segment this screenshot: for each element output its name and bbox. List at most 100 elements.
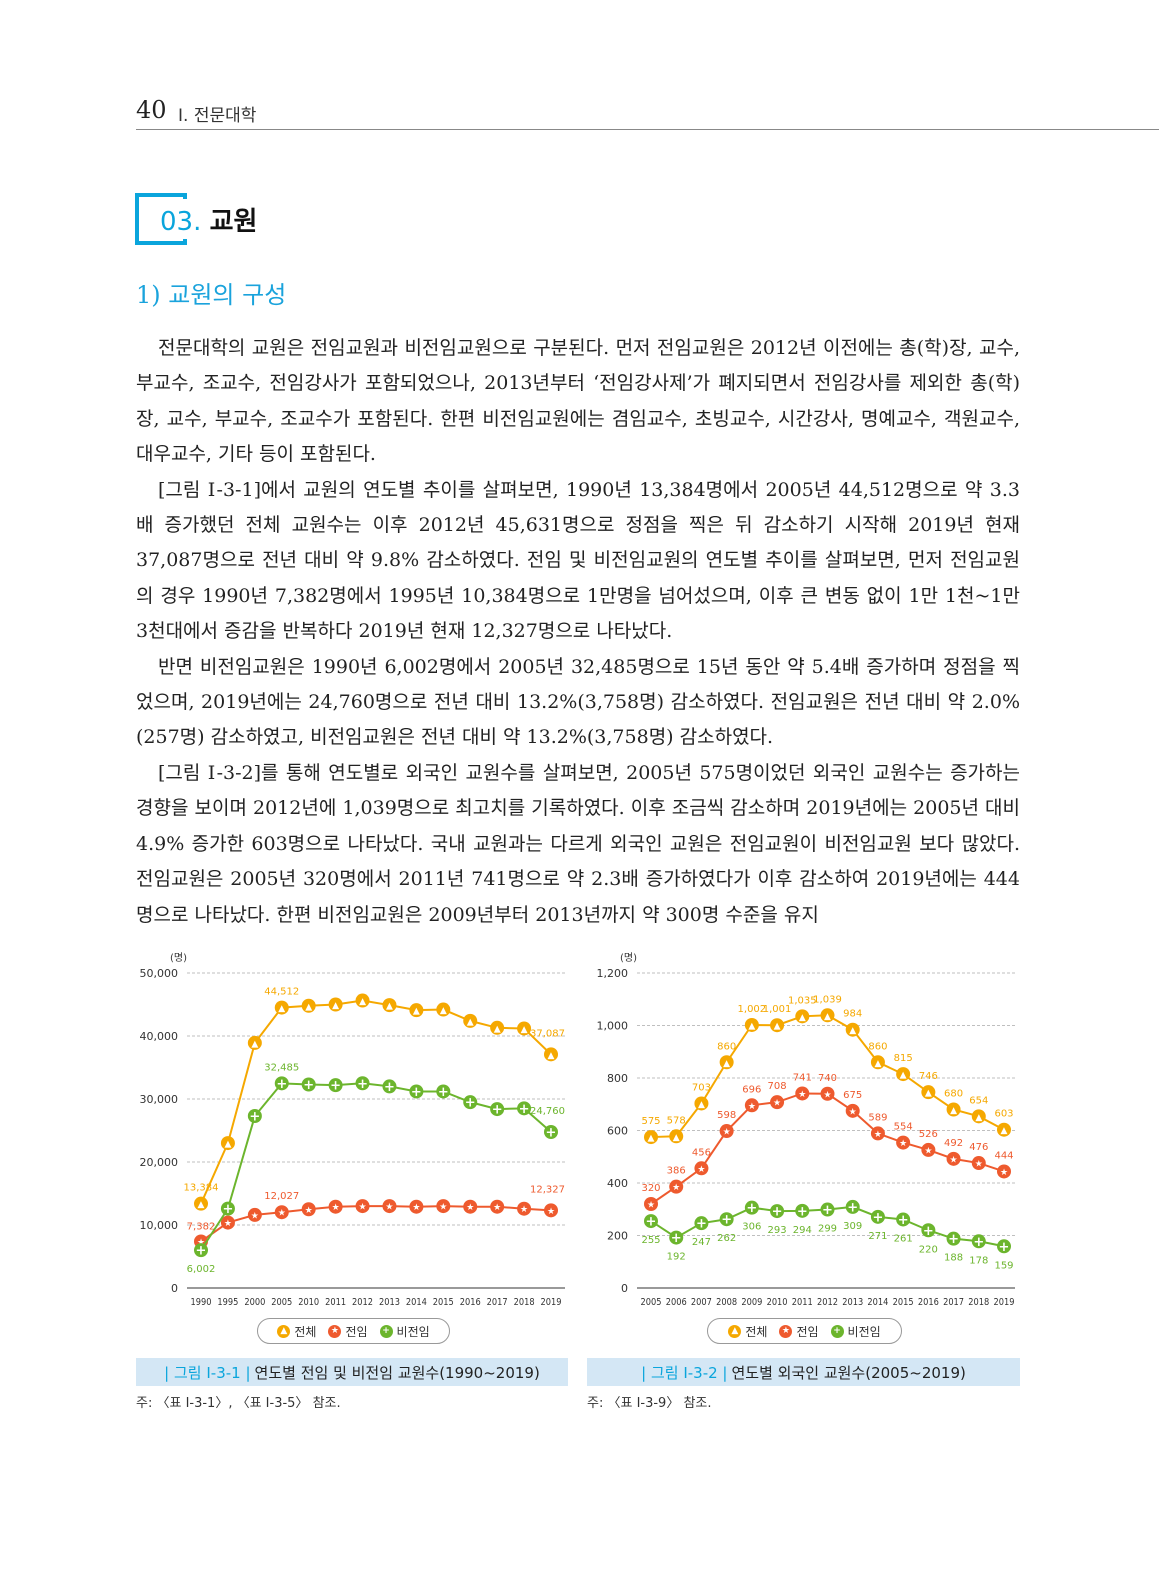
subsection-heading: 1) 교원의 구성 [136, 281, 287, 309]
marker-glyph-icon: ▲ [494, 1024, 501, 1034]
marker-glyph-icon: ★ [899, 1139, 907, 1149]
data-point-total [845, 1022, 860, 1037]
x-tick-label: 2013 [842, 1297, 863, 1308]
x-tick-label: 2009 [741, 1297, 762, 1308]
header-divider [136, 129, 1159, 130]
data-point-total [694, 1096, 709, 1111]
chart-foreign-faculty-count-svg: (명) 0 200 400 600 800 1,000 1,200 2005 2006 2007 20… [597, 952, 1015, 1308]
marker-glyph-icon: + [696, 1217, 707, 1232]
y-tick-label: 0 [621, 1282, 628, 1295]
marker-glyph-icon: + [746, 1201, 757, 1216]
data-label: 178 [969, 1255, 988, 1266]
data-label: 188 [944, 1253, 963, 1264]
data-label: 578 [667, 1115, 686, 1126]
data-label: 456 [692, 1147, 711, 1158]
marker-glyph-icon: + [923, 1224, 934, 1239]
data-point-nonfulltime [463, 1095, 478, 1110]
data-point-nonfulltime [517, 1101, 532, 1116]
data-label: 860 [868, 1041, 887, 1052]
data-point-nonfulltime [896, 1212, 911, 1227]
data-point-fulltime [921, 1142, 936, 1157]
marker-glyph-icon: + [249, 1110, 260, 1125]
marker-glyph-icon: + [872, 1210, 883, 1225]
data-label: 294 [793, 1225, 812, 1236]
marker-glyph-icon: ★ [385, 1203, 393, 1213]
data-label: 220 [919, 1244, 938, 1255]
marker-glyph-icon: + [492, 1103, 503, 1118]
marker-glyph-icon: ★ [647, 1201, 655, 1211]
data-point-total [669, 1129, 684, 1144]
data-label: 680 [944, 1089, 963, 1100]
data-point-fulltime [820, 1086, 835, 1101]
x-tick-label: 2011 [792, 1297, 813, 1308]
running-header-section: Ⅰ. 전문대학 [178, 106, 257, 126]
marker-glyph-icon: + [973, 1235, 984, 1250]
data-point-nonfulltime [997, 1239, 1011, 1254]
data-point-total [194, 1196, 208, 1211]
marker-glyph-icon: ▲ [548, 1051, 555, 1061]
data-point-nonfulltime [301, 1077, 316, 1092]
y-tick-label: 20,000 [140, 1156, 178, 1169]
data-label: 741 [793, 1072, 812, 1083]
marker-glyph-icon: ▲ [849, 1026, 856, 1036]
data-point-total [301, 998, 316, 1013]
data-label: 159 [994, 1260, 1013, 1271]
x-tick-label: 2017 [487, 1297, 508, 1308]
chart-faculty-count: (명) 0 10,000 20,000 30,000 40,000 50,000 1990 19… [140, 945, 580, 1310]
legend-label: 전임 [345, 1324, 368, 1339]
data-point-nonfulltime [845, 1199, 860, 1214]
section-number: 03. [160, 207, 202, 237]
x-tick-label: 2010 [767, 1297, 788, 1308]
legend-item-nonfulltime: + 비전임 [379, 1323, 430, 1340]
data-point-fulltime [490, 1199, 505, 1214]
data-label: 746 [919, 1071, 938, 1082]
data-point-fulltime [669, 1179, 684, 1194]
data-point-total [971, 1109, 986, 1124]
x-tick-label: 2010 [298, 1297, 319, 1308]
data-label: 386 [667, 1166, 686, 1177]
data-label: 860 [717, 1041, 736, 1052]
legend-label: 전체 [294, 1324, 317, 1339]
x-tick-label: 2013 [379, 1297, 400, 1308]
data-point-nonfulltime [355, 1076, 370, 1091]
legend-item-total: ▲ 전체 [728, 1323, 767, 1340]
marker-glyph-icon: ▲ [224, 1140, 231, 1150]
data-label: 32,485 [264, 1062, 299, 1073]
y-tick-label: 1,200 [597, 967, 629, 980]
y-tick-label: 10,000 [140, 1219, 178, 1232]
marker-glyph-icon: + [797, 1204, 808, 1219]
marker-glyph-icon: ★ [197, 1238, 205, 1248]
legend-label: 비전임 [396, 1324, 430, 1339]
data-point-total [328, 997, 343, 1012]
marker-glyph-icon: ▲ [467, 1017, 474, 1027]
x-tick-label: 2016 [918, 1297, 939, 1308]
data-label: 1,035 [788, 995, 817, 1006]
x-tick-label: 2015 [893, 1297, 914, 1308]
x-tick-label: 2018 [968, 1297, 989, 1308]
x-tick-label: 2011 [325, 1297, 346, 1308]
marker-glyph-icon: ★ [950, 1155, 958, 1165]
x-tick-label: 2014 [406, 1297, 427, 1308]
data-point-fulltime [870, 1126, 885, 1141]
data-label: 7,382 [187, 1221, 216, 1232]
data-point-fulltime [694, 1161, 709, 1176]
marker-glyph-icon: ★ [278, 1209, 286, 1219]
y-tick-label: 40,000 [140, 1030, 178, 1043]
data-label: 703 [692, 1082, 711, 1093]
data-point-nonfulltime [669, 1230, 684, 1245]
data-point-fulltime [795, 1086, 810, 1101]
marker-glyph-icon: ★ [924, 1146, 932, 1156]
marker-glyph-icon: ▲ [648, 1134, 655, 1144]
data-label: 13,384 [184, 1183, 219, 1194]
data-label: 306 [742, 1222, 761, 1233]
marker-glyph-icon: ▲ [521, 1025, 528, 1035]
figure-caption: | 그림 Ⅰ-3-1 | 연도별 전임 및 비전임 교원수(1990~2019) [136, 1358, 568, 1386]
data-point-fulltime [220, 1215, 235, 1230]
figure-caption-text: 연도별 전임 및 비전임 교원수(1990~2019) [254, 1363, 540, 1382]
data-point-fulltime [744, 1098, 759, 1113]
data-point-total [946, 1102, 961, 1117]
data-point-nonfulltime [870, 1209, 885, 1224]
data-point-fulltime [463, 1199, 478, 1214]
marker-glyph-icon: + [196, 1244, 207, 1259]
data-label: 815 [894, 1053, 913, 1064]
